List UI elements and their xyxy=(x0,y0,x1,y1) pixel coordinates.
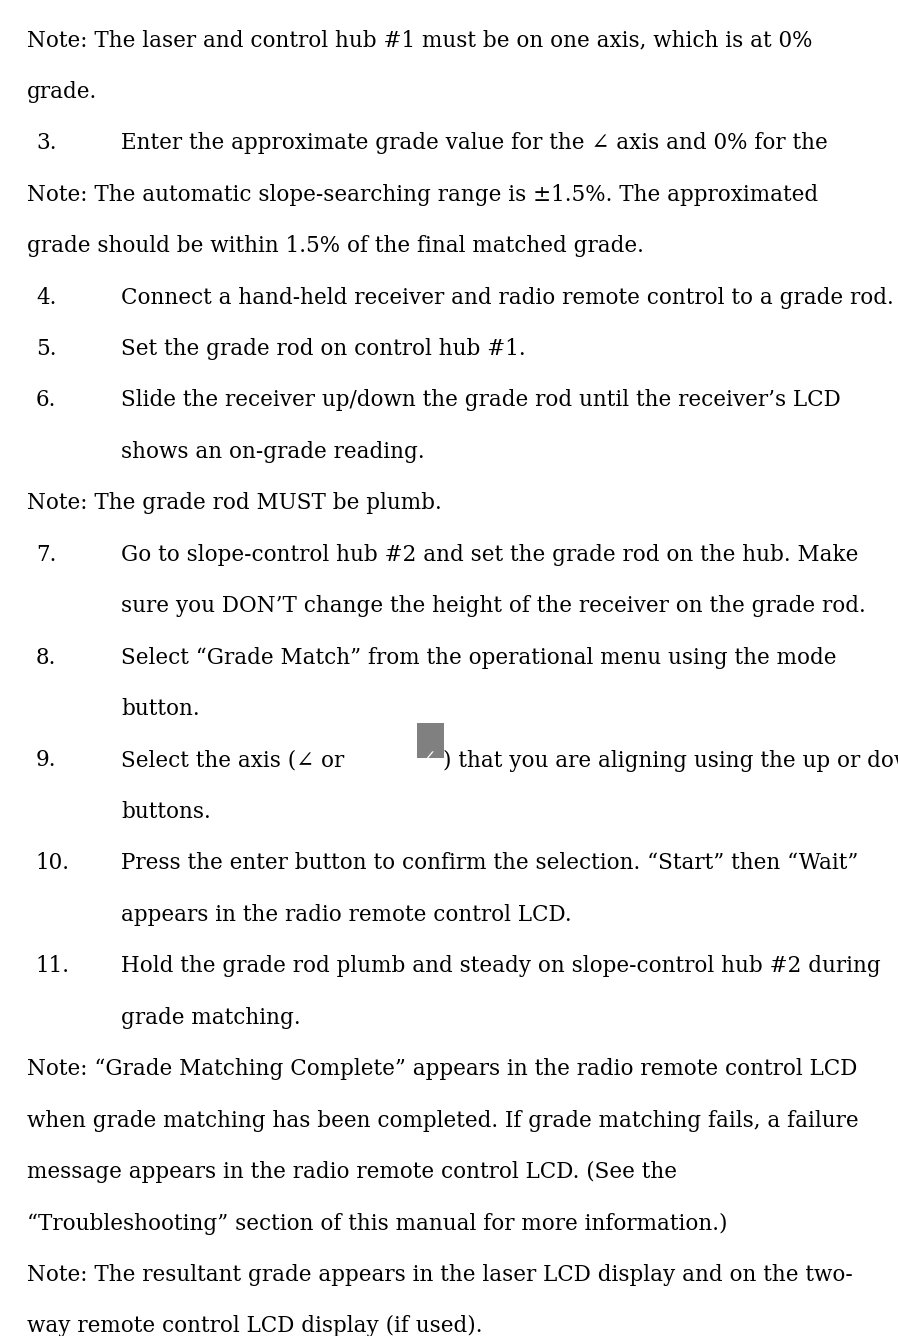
Text: message appears in the radio remote control LCD. (See the: message appears in the radio remote cont… xyxy=(27,1161,677,1184)
Text: Note: The resultant grade appears in the laser LCD display and on the two-: Note: The resultant grade appears in the… xyxy=(27,1264,853,1285)
Text: Hold the grade rod plumb and steady on slope-control hub #2 during: Hold the grade rod plumb and steady on s… xyxy=(121,955,881,977)
Text: 3.: 3. xyxy=(36,132,57,154)
Text: Go to slope-control hub #2 and set the grade rod on the hub. Make: Go to slope-control hub #2 and set the g… xyxy=(121,544,858,565)
Text: 7.: 7. xyxy=(36,544,57,565)
Text: Set the grade rod on control hub #1.: Set the grade rod on control hub #1. xyxy=(121,338,526,359)
Text: ∠: ∠ xyxy=(418,749,436,771)
Text: 8.: 8. xyxy=(36,647,57,668)
Text: 5.: 5. xyxy=(36,338,57,359)
Text: 11.: 11. xyxy=(36,955,70,977)
Text: way remote control LCD display (if used).: way remote control LCD display (if used)… xyxy=(27,1315,482,1336)
Text: shows an on-grade reading.: shows an on-grade reading. xyxy=(121,441,425,462)
Text: 6.: 6. xyxy=(36,389,57,411)
Text: Note: The laser and control hub #1 must be on one axis, which is at 0%: Note: The laser and control hub #1 must … xyxy=(27,29,813,51)
Text: grade.: grade. xyxy=(27,80,97,103)
Text: Note: The automatic slope-searching range is ±1.5%. The approximated: Note: The automatic slope-searching rang… xyxy=(27,183,818,206)
Text: 4.: 4. xyxy=(36,286,57,309)
Text: 10.: 10. xyxy=(36,852,70,874)
Text: Select the axis (∠ or: Select the axis (∠ or xyxy=(121,749,351,771)
Text: appears in the radio remote control LCD.: appears in the radio remote control LCD. xyxy=(121,903,572,926)
Text: grade should be within 1.5% of the final matched grade.: grade should be within 1.5% of the final… xyxy=(27,235,644,257)
Text: Press the enter button to confirm the selection. “Start” then “Wait”: Press the enter button to confirm the se… xyxy=(121,852,858,874)
Text: Select “Grade Match” from the operational menu using the mode: Select “Grade Match” from the operationa… xyxy=(121,647,837,668)
Text: ) that you are aligning using the up or down: ) that you are aligning using the up or … xyxy=(443,749,898,772)
Text: sure you DON’T change the height of the receiver on the grade rod.: sure you DON’T change the height of the … xyxy=(121,595,866,617)
Text: “Troubleshooting” section of this manual for more information.): “Troubleshooting” section of this manual… xyxy=(27,1212,727,1234)
Text: Note: “Grade Matching Complete” appears in the radio remote control LCD: Note: “Grade Matching Complete” appears … xyxy=(27,1058,858,1079)
Text: Note: The grade rod MUST be plumb.: Note: The grade rod MUST be plumb. xyxy=(27,492,442,514)
Text: Enter the approximate grade value for the ∠ axis and 0% for the: Enter the approximate grade value for th… xyxy=(121,132,835,154)
Bar xyxy=(417,723,444,758)
Text: buttons.: buttons. xyxy=(121,800,211,823)
Text: 9.: 9. xyxy=(36,749,57,771)
Text: grade matching.: grade matching. xyxy=(121,1006,301,1029)
Text: button.: button. xyxy=(121,697,200,720)
Text: Slide the receiver up/down the grade rod until the receiver’s LCD: Slide the receiver up/down the grade rod… xyxy=(121,389,841,411)
Text: when grade matching has been completed. If grade matching fails, a failure: when grade matching has been completed. … xyxy=(27,1109,858,1132)
Text: Connect a hand-held receiver and radio remote control to a grade rod.: Connect a hand-held receiver and radio r… xyxy=(121,286,894,309)
